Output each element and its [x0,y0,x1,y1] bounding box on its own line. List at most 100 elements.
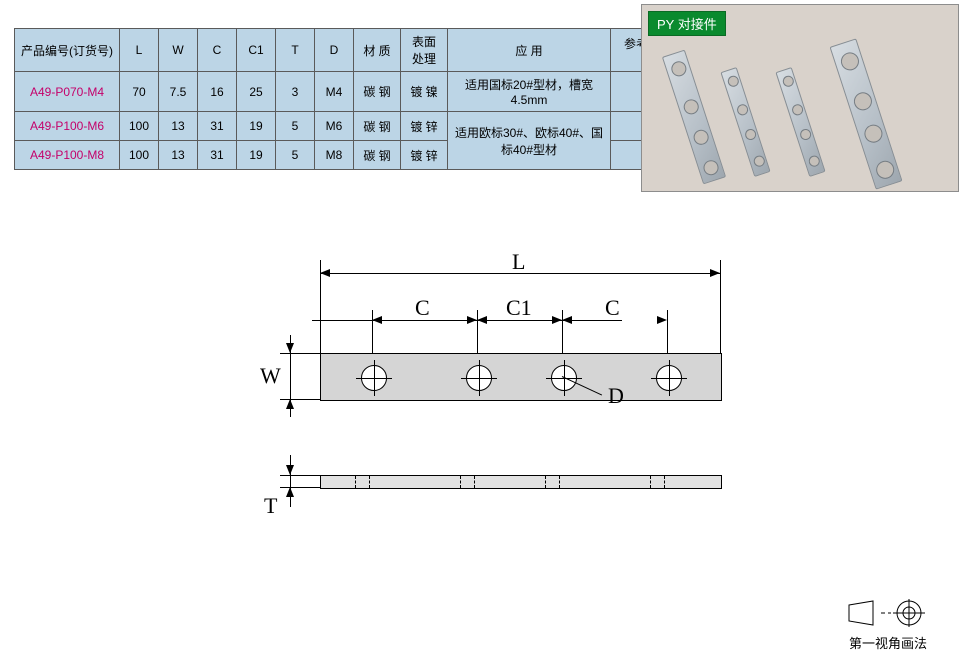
table-row: A49-P100-M6 100 13 31 19 5 M6 碳 钢 镀 锌 适用… [15,112,686,141]
arrow-icon [320,269,330,277]
cell-W: 7.5 [159,72,198,112]
photo-plate [720,67,770,177]
hidden-line [650,476,651,488]
cell-W: 13 [159,112,198,141]
photo-hole [726,74,740,88]
th-T: T [276,29,315,72]
hidden-line [460,476,461,488]
ext-line [720,260,721,353]
hidden-line [369,476,370,488]
photo-badge: PY 对接件 [648,11,726,36]
cell-W: 13 [159,141,198,170]
cell-C1: 19 [237,112,276,141]
label-D: D [608,383,624,409]
ext-line [667,310,668,353]
projection-symbol: 第一视角画法 [833,597,943,652]
th-app: 应 用 [448,29,611,72]
arrow-icon [467,316,477,324]
cell-pn: A49-P100-M8 [15,141,120,170]
hidden-line [474,476,475,488]
ext-line [280,475,320,476]
cell-mat: 碳 钢 [354,72,401,112]
cell-D: M6 [315,112,354,141]
cell-L: 70 [120,72,159,112]
cell-pn: A49-P100-M6 [15,112,120,141]
arrow-icon [286,343,294,353]
first-angle-icon [843,597,933,629]
photo-hole [744,128,758,142]
arrow-icon [657,316,667,324]
photo-hole [862,122,885,145]
th-C1: C1 [237,29,276,72]
photo-hole [736,103,750,117]
th-D: D [315,29,354,72]
arrow-icon [552,316,562,324]
cell-pn: A49-P070-M4 [15,72,120,112]
cell-surf: 镀 锌 [401,141,448,170]
cell-surf: 镀 镍 [401,72,448,112]
cell-mat: 碳 钢 [354,141,401,170]
photo-hole [702,158,721,177]
cell-app: 适用欧标30#、欧标40#、国标40#型材 [448,112,611,170]
photo-plate [830,38,903,189]
photo-hole [807,154,821,168]
spec-table: 产品编号(订货号) L W C C1 T D 材 质 表面处理 应 用 参考重量… [14,28,686,170]
hole [466,365,492,391]
th-surf: 表面处理 [401,29,448,72]
hidden-line [559,476,560,488]
cell-C: 31 [198,141,237,170]
th-W: W [159,29,198,72]
label-C1: C1 [506,295,532,321]
cell-C: 16 [198,72,237,112]
photo-hole [692,128,711,147]
photo-hole [669,59,688,78]
photo-plate [662,50,726,185]
photo-hole [752,154,766,168]
hole [361,365,387,391]
arrow-icon [562,316,572,324]
photo-hole [852,90,875,113]
photo-hole [682,97,701,116]
table-row: A49-P070-M4 70 7.5 16 25 3 M4 碳 钢 镀 镍 适用… [15,72,686,112]
cell-T: 3 [276,72,315,112]
label-W: W [260,363,281,389]
cell-D: M8 [315,141,354,170]
label-L: L [512,249,525,275]
dim-line-T [290,455,291,507]
cell-D: M4 [315,72,354,112]
cell-mat: 碳 钢 [354,112,401,141]
photo-hole [781,74,795,88]
th-C: C [198,29,237,72]
cell-T: 5 [276,112,315,141]
label-C: C [605,295,620,321]
cell-C1: 19 [237,141,276,170]
arrow-icon [286,487,294,497]
cell-L: 100 [120,112,159,141]
arrow-icon [286,465,294,475]
projection-label: 第一视角画法 [833,633,943,652]
photo-hole [839,50,862,73]
engineering-drawing: L C C1 C W D T [260,255,740,515]
th-pn: 产品编号(订货号) [15,29,120,72]
side-view [320,475,722,489]
arrow-icon [372,316,382,324]
hidden-line [355,476,356,488]
hole [656,365,682,391]
photo-hole [791,103,805,117]
arrow-icon [286,399,294,409]
arrow-icon [477,316,487,324]
header-row: 产品编号(订货号) L W C C1 T D 材 质 表面处理 应 用 参考重量… [15,29,686,72]
photo-plate [775,67,825,177]
label-T: T [264,493,277,519]
label-C: C [415,295,430,321]
cell-C: 31 [198,112,237,141]
cell-app: 适用国标20#型材，槽宽4.5mm [448,72,611,112]
product-photo: PY 对接件 [641,4,959,192]
hidden-line [664,476,665,488]
th-L: L [120,29,159,72]
cell-L: 100 [120,141,159,170]
ext-line [280,353,320,354]
cell-C1: 25 [237,72,276,112]
photo-hole [874,158,897,181]
hidden-line [545,476,546,488]
